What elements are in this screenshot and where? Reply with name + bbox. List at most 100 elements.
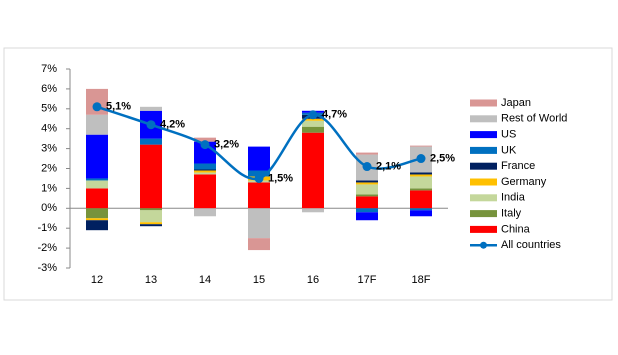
x-tick-label: 17F (358, 274, 377, 286)
line-marker (362, 162, 372, 172)
bar-segment (410, 172, 432, 175)
y-tick-label: -3% (37, 262, 57, 274)
bar-segment (86, 220, 108, 231)
legend-label: US (501, 129, 516, 141)
bar-segment (302, 132, 324, 209)
legend-swatch (480, 241, 487, 249)
legend-swatch (470, 146, 497, 154)
data-label: 1,5% (268, 172, 293, 184)
legend-label: China (501, 223, 531, 235)
bar-segment (302, 126, 324, 133)
bar-segment (140, 208, 162, 211)
bar-segment (356, 182, 378, 185)
x-tick-label: 14 (199, 274, 211, 286)
line-marker (146, 120, 156, 130)
bar-segment (140, 224, 162, 227)
legend-label: Rest of World (501, 113, 567, 125)
y-tick-label: 2% (41, 162, 57, 174)
legend-swatch (470, 194, 497, 202)
bar-segment (194, 208, 216, 217)
x-tick-label: 18F (412, 274, 431, 286)
line-marker (308, 110, 318, 120)
bar-segment (194, 137, 216, 142)
data-label: 3,2% (214, 139, 239, 151)
bar-segment (194, 163, 216, 170)
bar-segment (140, 222, 162, 225)
bar-segment (248, 170, 270, 177)
legend-swatch (470, 115, 497, 123)
data-label: 2,1% (376, 160, 401, 172)
bar-segment (248, 146, 270, 171)
bar-segment (86, 208, 108, 219)
bar-segment (410, 145, 432, 147)
bar-segment (248, 238, 270, 251)
x-tick-label: 16 (307, 274, 319, 286)
y-tick-label: 4% (41, 123, 57, 135)
bar-segment (356, 184, 378, 195)
y-tick-label: 1% (41, 182, 57, 194)
bar-segment (194, 170, 216, 173)
bar-segment (356, 212, 378, 221)
data-label: 4,2% (160, 119, 185, 131)
legend-label: France (501, 160, 535, 172)
bar-segment (86, 188, 108, 209)
bar-segment (356, 196, 378, 209)
bar-segment (302, 118, 324, 121)
line-marker (92, 102, 102, 112)
y-tick-label: -2% (37, 242, 57, 254)
data-label: 5,1% (106, 101, 131, 113)
y-tick-label: -1% (37, 222, 57, 234)
bar-segment (86, 180, 108, 189)
bar-segment (140, 210, 162, 223)
legend-label: UK (501, 144, 517, 156)
legend-swatch (470, 178, 497, 186)
bar-segment (356, 208, 378, 213)
bar-segment (140, 144, 162, 209)
line-marker (254, 173, 264, 183)
bar-segment (86, 134, 108, 179)
data-label: 2,5% (430, 152, 455, 164)
bar-segment (194, 174, 216, 209)
y-tick-label: 5% (41, 103, 57, 115)
bar-segment (410, 174, 432, 177)
x-tick-label: 13 (145, 274, 157, 286)
bar-segment (302, 120, 324, 127)
bar-segment (356, 152, 378, 155)
bar-segment (248, 182, 270, 209)
bar-segment (410, 188, 432, 191)
y-tick-label: 6% (41, 83, 57, 95)
bar-segment (410, 210, 432, 217)
legend-label: All countries (501, 239, 561, 251)
legend-swatch (470, 210, 497, 218)
bar-segment (194, 172, 216, 175)
x-tick-label: 15 (253, 274, 265, 286)
bar-segment (410, 176, 432, 189)
bar-segment (86, 114, 108, 135)
bar-segment (86, 178, 108, 181)
legend-label: India (501, 192, 526, 204)
bar-segment (302, 208, 324, 213)
legend-swatch (470, 225, 497, 233)
y-tick-label: 3% (41, 143, 57, 155)
bar-segment (140, 138, 162, 145)
bar-segment (140, 106, 162, 111)
bar-segment (356, 194, 378, 197)
bar-segment (410, 190, 432, 209)
legend-swatch (470, 162, 497, 170)
y-tick-label: 0% (41, 202, 57, 214)
legend-swatch (470, 99, 497, 107)
bar-segment (86, 218, 108, 221)
bar-segment (248, 208, 270, 239)
bar-segment (194, 169, 216, 171)
line-marker (416, 154, 426, 164)
chart-border (3, 47, 613, 301)
line-marker (200, 140, 210, 150)
bar-segment (410, 208, 432, 211)
x-tick-label: 12 (91, 274, 103, 286)
data-label: 4,7% (322, 109, 347, 121)
legend-swatch (470, 131, 497, 139)
legend-label: Germany (501, 176, 547, 188)
legend-label: Italy (501, 208, 522, 220)
legend-label: Japan (501, 97, 531, 109)
